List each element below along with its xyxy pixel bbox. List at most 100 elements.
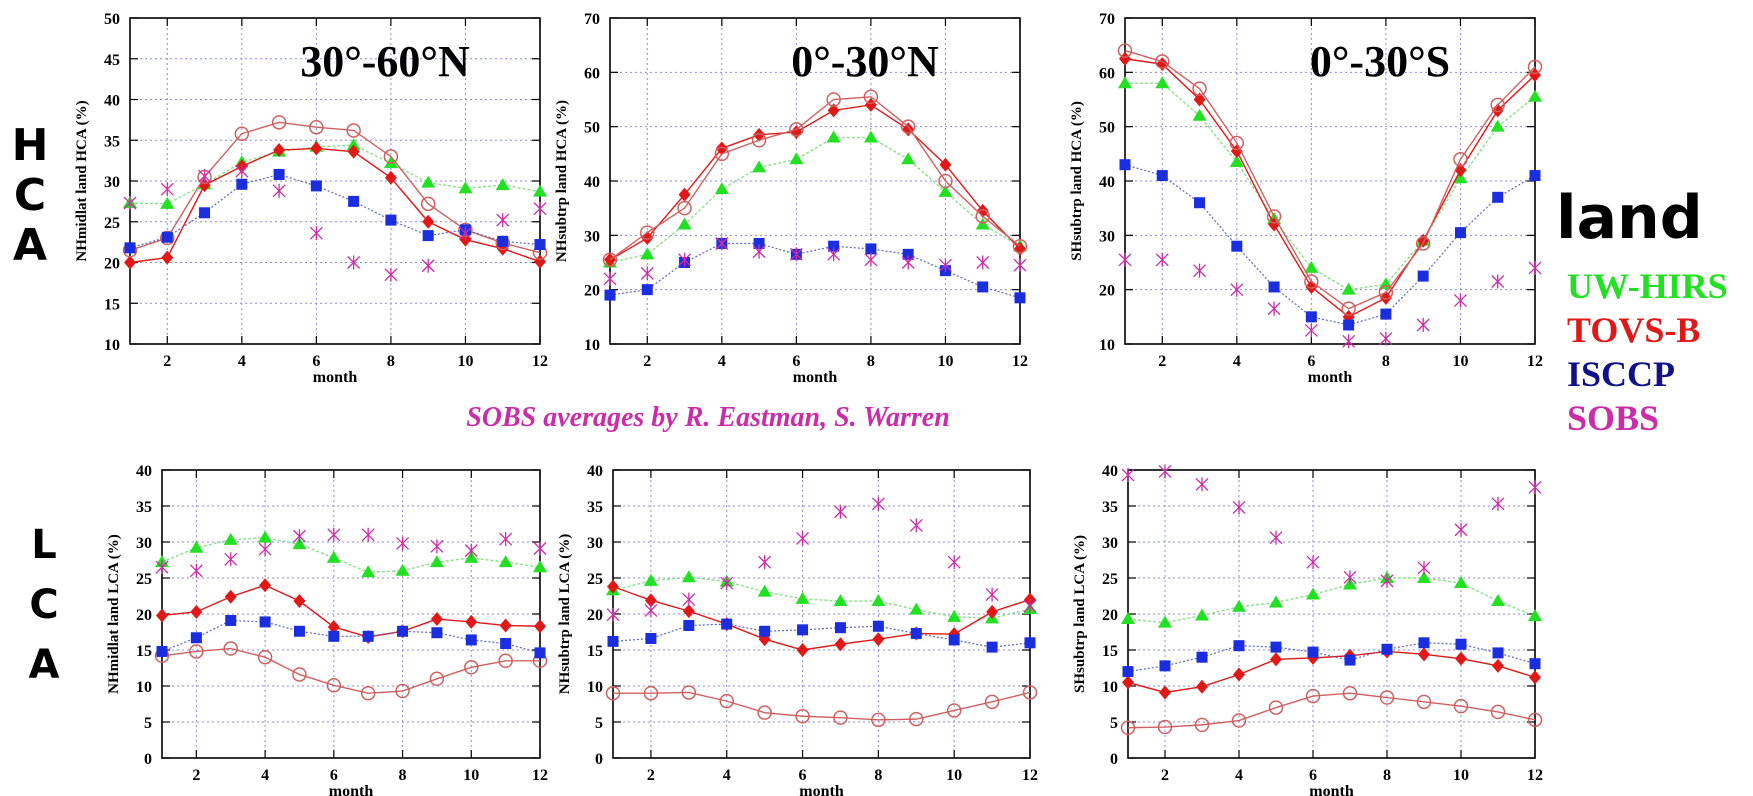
data-point bbox=[720, 576, 734, 591]
series bbox=[123, 164, 547, 282]
plot-frame bbox=[612, 469, 1031, 759]
data-point bbox=[789, 122, 804, 137]
y-tick-label: 15 bbox=[1102, 643, 1118, 660]
data-point bbox=[1229, 135, 1245, 151]
plot-frame bbox=[1127, 469, 1536, 759]
y-tick-label: 20 bbox=[1099, 283, 1115, 300]
y-tick-label: 30 bbox=[584, 228, 600, 245]
hca-letter: H bbox=[12, 120, 49, 171]
data-point bbox=[1305, 688, 1321, 704]
x-tick-label: 8 bbox=[867, 353, 875, 370]
series bbox=[124, 168, 546, 254]
data-point bbox=[1118, 76, 1132, 89]
legend-item: ISCCP bbox=[1567, 354, 1675, 394]
x-tick-label: 12 bbox=[1012, 353, 1028, 370]
data-point bbox=[1193, 92, 1206, 107]
data-point bbox=[156, 608, 168, 623]
data-point bbox=[1229, 154, 1244, 167]
data-point bbox=[938, 258, 952, 273]
series bbox=[122, 115, 548, 260]
chart-title: 0°-30°S bbox=[1310, 37, 1450, 86]
data-point bbox=[795, 591, 810, 604]
data-point bbox=[346, 123, 361, 138]
x-tick-label: 10 bbox=[457, 353, 473, 370]
data-point bbox=[383, 156, 398, 169]
series bbox=[607, 618, 1036, 653]
data-point bbox=[1341, 301, 1356, 316]
data-point bbox=[640, 225, 655, 240]
data-point bbox=[1233, 640, 1245, 652]
data-point bbox=[871, 712, 886, 728]
data-point bbox=[1492, 191, 1504, 203]
data-point bbox=[533, 201, 547, 216]
y-axis-label: NHmidlat land HCA (%) bbox=[74, 100, 90, 261]
lca-letter: C bbox=[29, 582, 58, 628]
data-point bbox=[1454, 522, 1468, 537]
data-point bbox=[161, 231, 173, 243]
data-point bbox=[497, 235, 509, 247]
data-point bbox=[124, 242, 136, 254]
data-point bbox=[1453, 152, 1468, 167]
x-tick-label: 10 bbox=[937, 353, 953, 370]
series-line bbox=[609, 242, 1021, 299]
data-point bbox=[677, 200, 692, 216]
data-point bbox=[938, 184, 953, 197]
data-point bbox=[1230, 282, 1244, 297]
y-tick-label: 30 bbox=[136, 535, 152, 552]
data-point bbox=[1194, 717, 1210, 733]
data-point bbox=[1196, 679, 1208, 694]
y-tick-label: 30 bbox=[104, 174, 120, 191]
data-point bbox=[1267, 301, 1281, 316]
x-tick-label: 4 bbox=[261, 767, 269, 784]
x-tick-label: 2 bbox=[643, 353, 651, 370]
y-tick-label: 10 bbox=[1102, 679, 1118, 696]
data-point bbox=[1023, 599, 1037, 614]
series bbox=[1117, 43, 1543, 316]
data-point bbox=[1453, 171, 1468, 184]
data-point bbox=[1454, 576, 1468, 589]
x-tick-label: 8 bbox=[1382, 353, 1390, 370]
series bbox=[605, 685, 1038, 728]
data-point bbox=[1529, 670, 1541, 685]
y-tick-label: 0 bbox=[144, 751, 152, 768]
data-point bbox=[753, 237, 765, 249]
data-point bbox=[1306, 587, 1320, 600]
data-point bbox=[309, 226, 323, 241]
data-point bbox=[863, 89, 879, 105]
data-point bbox=[1156, 170, 1168, 182]
data-point bbox=[714, 182, 729, 195]
x-tick-label: 6 bbox=[1307, 353, 1315, 370]
data-point bbox=[223, 532, 238, 545]
data-point bbox=[396, 536, 410, 551]
series bbox=[606, 570, 1037, 624]
x-tick-label: 2 bbox=[647, 767, 655, 784]
data-point bbox=[909, 602, 924, 615]
data-point bbox=[160, 230, 175, 246]
data-point bbox=[681, 685, 697, 700]
data-point bbox=[1120, 720, 1136, 736]
data-point bbox=[986, 604, 999, 619]
data-point bbox=[534, 647, 546, 659]
series-line bbox=[1127, 577, 1536, 624]
chart-panel: 0 5 10 15 20 25 30 35 40 2 4 6 8 10 12 month NHsubtrp la… bbox=[557, 463, 1038, 796]
data-point bbox=[826, 130, 841, 143]
data-point bbox=[681, 570, 696, 583]
data-point bbox=[327, 619, 340, 634]
data-point bbox=[1013, 258, 1027, 273]
series bbox=[154, 641, 548, 701]
data-point bbox=[1453, 698, 1469, 714]
series-line bbox=[609, 104, 1021, 261]
data-point bbox=[1231, 240, 1243, 252]
data-point bbox=[421, 175, 436, 188]
data-point bbox=[1418, 637, 1430, 649]
series bbox=[1120, 685, 1543, 736]
x-tick-label: 10 bbox=[463, 767, 479, 784]
data-point bbox=[606, 607, 620, 622]
x-tick-label: 6 bbox=[792, 353, 800, 370]
data-point bbox=[752, 244, 766, 259]
data-point bbox=[271, 115, 287, 130]
data-point bbox=[828, 240, 840, 252]
data-point bbox=[258, 530, 273, 543]
data-point bbox=[1232, 500, 1246, 515]
data-point bbox=[758, 555, 772, 570]
